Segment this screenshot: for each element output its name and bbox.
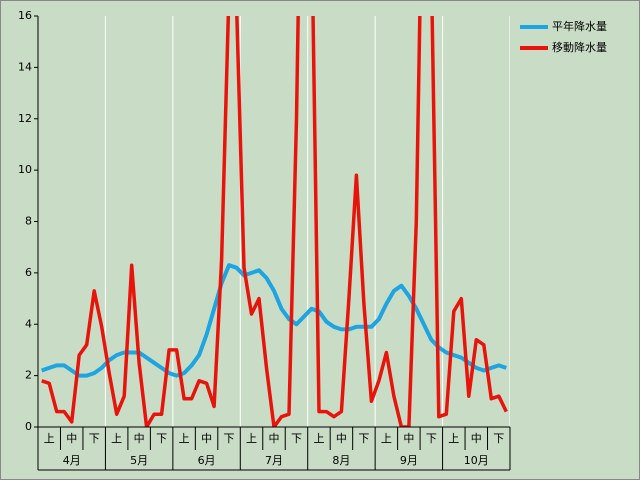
x-tick-label: 中 xyxy=(66,432,77,445)
month-label: 9月 xyxy=(400,454,418,467)
x-tick-label: 下 xyxy=(291,432,302,445)
y-tick-label: 14 xyxy=(18,60,32,73)
x-tick-label: 下 xyxy=(224,432,235,445)
x-tick-label: 下 xyxy=(493,432,504,445)
plot-area xyxy=(38,16,510,427)
legend-label: 移動降水量 xyxy=(552,40,607,54)
x-tick-label: 中 xyxy=(336,432,347,445)
x-tick-label: 上 xyxy=(111,432,122,445)
y-tick-label: 12 xyxy=(18,112,32,125)
y-tick-label: 8 xyxy=(25,215,32,228)
y-tick-label: 6 xyxy=(25,266,32,279)
month-label: 10月 xyxy=(464,454,489,467)
x-tick-label: 中 xyxy=(403,432,414,445)
month-label: 5月 xyxy=(130,454,148,467)
y-tick-label: 10 xyxy=(18,163,32,176)
x-tick-label: 中 xyxy=(134,432,145,445)
series-line xyxy=(41,16,508,427)
y-tick-label: 4 xyxy=(25,317,32,330)
x-tick-label: 上 xyxy=(44,432,55,445)
x-tick-label: 下 xyxy=(156,432,167,445)
y-tick-label: 16 xyxy=(18,9,32,22)
x-tick-label: 下 xyxy=(426,432,437,445)
x-tick-label: 上 xyxy=(246,432,257,445)
x-tick-label: 中 xyxy=(471,432,482,445)
x-tick-label: 上 xyxy=(179,432,190,445)
x-tick-label: 上 xyxy=(313,432,324,445)
x-tick-label: 下 xyxy=(89,432,100,445)
series-line xyxy=(41,263,507,378)
x-tick-label: 中 xyxy=(269,432,280,445)
month-label: 7月 xyxy=(265,454,283,467)
month-label: 4月 xyxy=(63,454,81,467)
month-label: 6月 xyxy=(198,454,216,467)
x-tick-label: 上 xyxy=(448,432,459,445)
x-tick-label: 上 xyxy=(381,432,392,445)
x-tick-label: 下 xyxy=(358,432,369,445)
month-label: 8月 xyxy=(332,454,350,467)
x-tick-label: 中 xyxy=(201,432,212,445)
y-tick-label: 0 xyxy=(25,420,32,433)
legend-label: 平年降水量 xyxy=(552,19,607,33)
y-tick-label: 2 xyxy=(25,369,32,382)
